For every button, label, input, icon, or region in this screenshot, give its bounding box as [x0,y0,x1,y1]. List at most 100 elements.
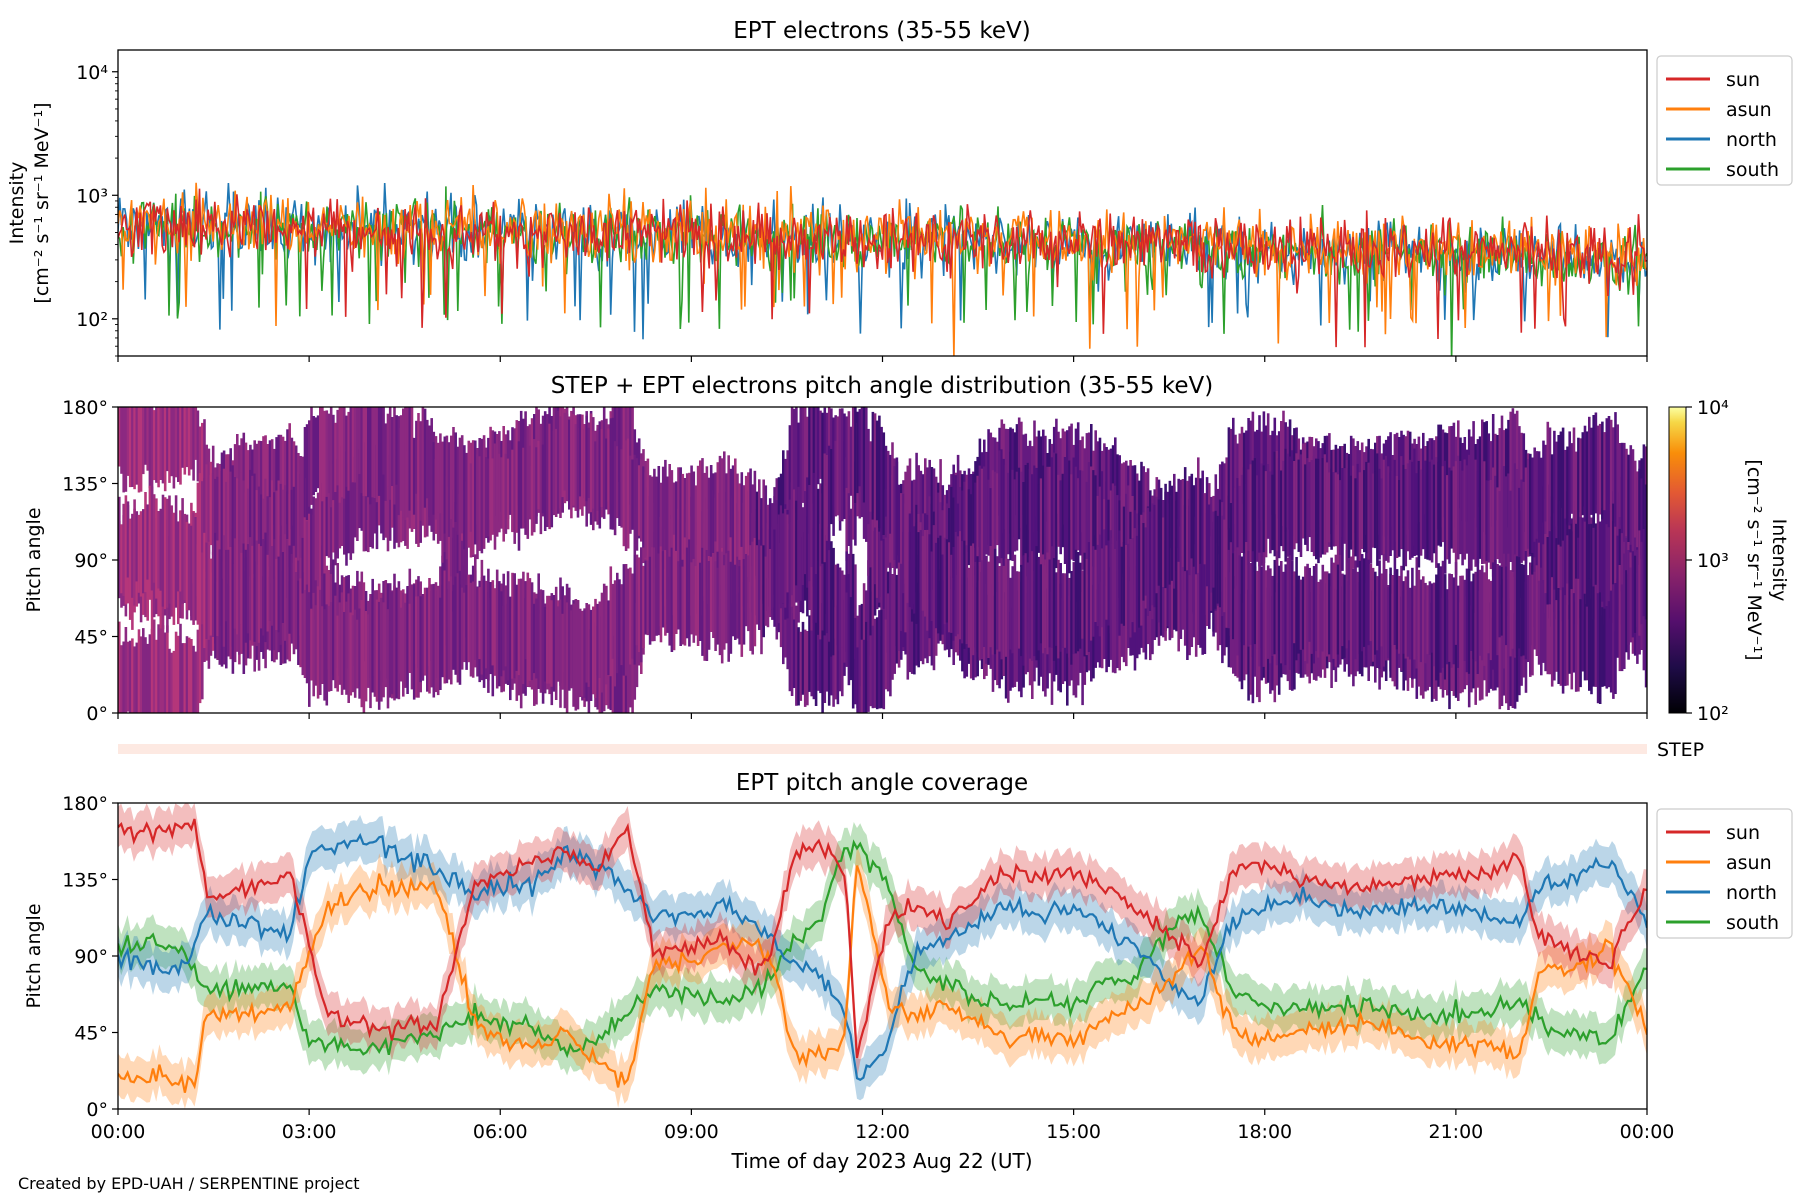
heatmap-cell [399,607,403,682]
heatmap-cell [1118,530,1121,636]
heatmap-cell [557,606,560,682]
heatmap-cell [1572,523,1576,623]
heatmap-cell [578,608,582,697]
heatmap-cell [152,494,156,583]
heatmap-cell [1452,577,1456,665]
heatmap-cell [522,447,525,529]
heatmap-cell [1439,566,1443,673]
heatmap-cell [421,594,425,681]
heatmap-cell [854,407,857,503]
heatmap-cell [1203,545,1207,654]
heatmap-cell [1540,567,1543,676]
heatmap-cell [174,631,178,713]
heatmap-cell [1103,443,1106,552]
heatmap-cell [225,549,228,622]
heatmap-cell [952,497,955,579]
heatmap-cell [426,419,429,499]
heatmap-cell [493,588,497,658]
heatmap-cell [1487,579,1491,654]
heatmap-cell [157,511,160,589]
heatmap-cell [849,426,853,496]
heatmap-cell [139,636,143,713]
heatmap-cell [482,435,486,549]
heatmap-cell [187,523,191,609]
heatmap-cell [1031,551,1034,661]
heatmap-cell [943,537,947,625]
heatmap-cell [565,602,569,713]
heatmap-cell [637,465,641,536]
heatmap-cell [707,509,711,605]
heatmap-cell [716,496,720,608]
heatmap-cell [415,596,418,698]
heatmap-cell [388,620,392,698]
heatmap-cell [1636,471,1639,548]
heatmap-cell [120,407,123,474]
heatmap-cell [1022,434,1025,516]
heatmap-cell [821,412,824,494]
heatmap-cell [838,567,842,651]
heatmap-cell [347,411,350,491]
heatmap-cell [1295,557,1298,661]
heatmap-cell [273,492,276,580]
heatmap-cell [452,489,455,585]
heatmap-cell [1035,546,1038,661]
heatmap-cell [1240,426,1244,510]
heatmap-cell [1072,562,1076,655]
heatmap-cell [1242,467,1246,561]
heatmap-cell [458,570,462,685]
heatmap-cell [126,501,130,578]
heatmap-cell [893,466,896,560]
heatmap-cell [1197,572,1200,645]
heatmap-cell [1175,546,1178,632]
heatmap-cell [537,440,540,510]
heatmap-cell [152,410,156,481]
heatmap-cell [1605,606,1609,689]
heatmap-cell [1603,494,1606,594]
heatmap-cell [1579,517,1582,619]
heatmap-cell [1332,472,1336,547]
heatmap-cell [1325,462,1329,553]
heatmap-cell [1247,550,1250,647]
heatmap-cell [891,442,894,558]
heatmap-cell [1299,454,1303,557]
heatmap-cell [1387,587,1390,659]
heatmap-cell [430,584,433,688]
heatmap-cell [681,566,685,645]
heatmap-cell [1620,584,1624,672]
heatmap-cell [1365,553,1368,656]
panel2-ylabel: Pitch angle [23,507,45,612]
heatmap-cell [303,516,307,625]
y-tick-label: 135° [62,474,108,496]
heatmap-cell [1435,457,1438,568]
heatmap-cell [1183,467,1187,572]
heatmap-cell [1033,550,1036,657]
heatmap-cell [1256,429,1259,505]
heatmap-cell [386,413,390,487]
heatmap-cell [205,464,208,573]
heatmap-cell [1402,464,1405,571]
heatmap-cell [1424,582,1427,664]
heatmap-cell [1284,564,1287,666]
heatmap-cell [1192,485,1196,567]
heatmap-cell [172,407,176,489]
heatmap-cell [1070,474,1073,560]
heatmap-cell [1616,578,1619,658]
heatmap-cell [504,585,508,667]
heatmap-cell [118,407,121,467]
heatmap-cell [183,407,187,475]
heatmap-cell [1336,474,1340,566]
heatmap-cell [336,409,339,486]
heatmap-cell [1236,478,1239,586]
heatmap-cell [718,556,722,656]
heatmap-cell [1079,562,1082,649]
heatmap-cell [609,418,613,530]
heatmap-cell [1515,556,1519,656]
heatmap-cell [214,532,217,644]
heatmap-cell [1100,471,1104,582]
heatmap-cell [1537,531,1541,623]
heatmap-cell [467,440,471,547]
heatmap-cell [1618,443,1622,518]
heatmap-cell [1594,584,1598,687]
heatmap-cell [181,407,184,468]
heatmap-cell [1638,530,1641,636]
